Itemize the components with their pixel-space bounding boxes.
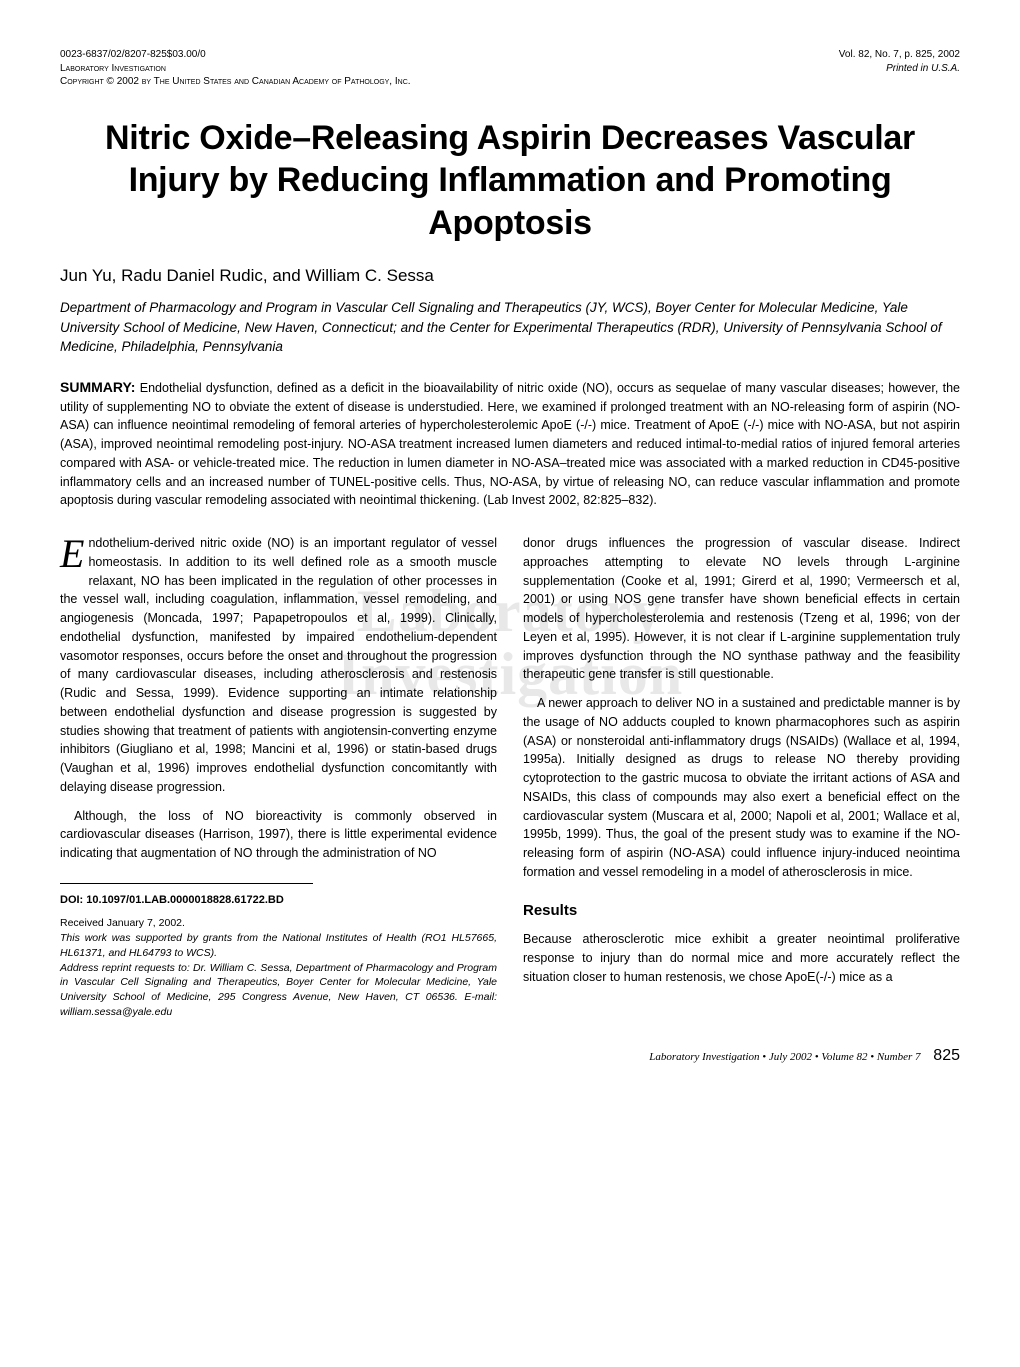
footer-volume: Volume 82: [821, 1051, 867, 1063]
authors: Jun Yu, Radu Daniel Rudic, and William C…: [60, 266, 960, 286]
left-column: Endothelium-derived nitric oxide (NO) is…: [60, 534, 497, 1019]
results-heading: Results: [523, 900, 960, 923]
page-number: 825: [933, 1047, 960, 1064]
running-header: 0023-6837/02/8207-825$03.00/0 Laboratory…: [60, 48, 960, 89]
page-footer: Laboratory Investigation • July 2002 • V…: [60, 1047, 960, 1065]
footnote-rule: [60, 883, 313, 884]
paragraph-2: Although, the loss of NO bioreactivity i…: [60, 807, 497, 863]
header-volume: Vol. 82, No. 7, p. 825, 2002: [839, 48, 960, 62]
paragraph-5: Because atherosclerotic mice exhibit a g…: [523, 930, 960, 986]
header-right: Vol. 82, No. 7, p. 825, 2002 Printed in …: [839, 48, 960, 89]
dropcap: E: [60, 534, 88, 572]
summary: SUMMARY: Endothelial dysfunction, define…: [60, 377, 960, 511]
summary-label: SUMMARY:: [60, 379, 135, 395]
received-date: Received January 7, 2002.: [60, 916, 497, 931]
header-printed: Printed in U.S.A.: [839, 62, 960, 76]
footnotes: Received January 7, 2002. This work was …: [60, 916, 497, 1019]
header-issn: 0023-6837/02/8207-825$03.00/0: [60, 48, 411, 62]
footer-number: Number 7: [877, 1051, 921, 1063]
paragraph-1-text: ndothelium-derived nitric oxide (NO) is …: [60, 536, 497, 794]
footer-date: July 2002: [769, 1051, 812, 1063]
paragraph-4: A newer approach to deliver NO in a sust…: [523, 694, 960, 882]
article-title: Nitric Oxide–Releasing Aspirin Decreases…: [60, 117, 960, 245]
footer-sep-2: •: [812, 1051, 821, 1063]
footer-sep-3: •: [867, 1051, 876, 1063]
paragraph-1: Endothelium-derived nitric oxide (NO) is…: [60, 534, 497, 797]
body-columns: Endothelium-derived nitric oxide (NO) is…: [60, 534, 960, 1019]
right-column: donor drugs influences the progression o…: [523, 534, 960, 1019]
header-copyright: Copyright © 2002 by The United States an…: [60, 75, 411, 89]
summary-text: Endothelial dysfunction, defined as a de…: [60, 381, 960, 508]
header-journal: Laboratory Investigation: [60, 62, 411, 76]
footer-journal: Laboratory Investigation: [649, 1051, 759, 1063]
affiliation: Department of Pharmacology and Program i…: [60, 298, 960, 357]
correspondence-address: Address reprint requests to: Dr. William…: [60, 961, 497, 1020]
funding-statement: This work was supported by grants from t…: [60, 931, 497, 960]
doi: DOI: 10.1097/01.LAB.0000018828.61722.BD: [60, 892, 497, 909]
footer-sep-1: •: [760, 1051, 769, 1063]
paragraph-3: donor drugs influences the progression o…: [523, 534, 960, 684]
header-left: 0023-6837/02/8207-825$03.00/0 Laboratory…: [60, 48, 411, 89]
